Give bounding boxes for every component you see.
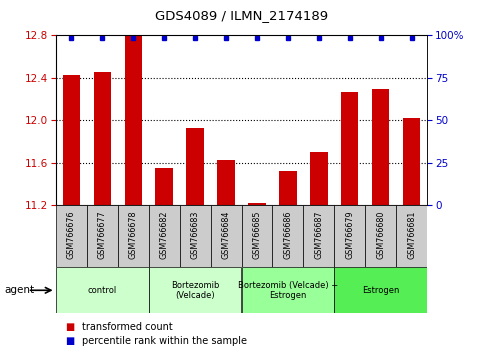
Text: GSM766683: GSM766683 — [190, 210, 199, 259]
Text: GSM766676: GSM766676 — [67, 210, 75, 259]
Text: Bortezomib
(Velcade): Bortezomib (Velcade) — [171, 281, 219, 300]
Bar — [125, 35, 142, 205]
Bar — [372, 88, 389, 205]
Bar — [180, 205, 211, 267]
Bar — [311, 152, 327, 205]
Text: GDS4089 / ILMN_2174189: GDS4089 / ILMN_2174189 — [155, 9, 328, 22]
Text: control: control — [87, 286, 117, 295]
Text: GSM766677: GSM766677 — [98, 210, 107, 259]
Bar — [56, 267, 149, 313]
Bar — [280, 171, 297, 205]
Bar — [211, 205, 242, 267]
Text: GSM766686: GSM766686 — [284, 210, 293, 259]
Text: GSM766680: GSM766680 — [376, 210, 385, 259]
Bar — [334, 205, 366, 267]
Bar — [149, 205, 180, 267]
Text: Bortezomib (Velcade) +
Estrogen: Bortezomib (Velcade) + Estrogen — [238, 281, 338, 300]
Bar — [272, 205, 303, 267]
Bar — [334, 267, 427, 313]
Bar — [149, 267, 242, 313]
Text: transformed count: transformed count — [82, 322, 173, 332]
Text: GSM766681: GSM766681 — [408, 210, 416, 259]
Text: GSM766684: GSM766684 — [222, 210, 230, 259]
Bar — [403, 118, 421, 205]
Bar — [341, 92, 358, 205]
Text: GSM766679: GSM766679 — [345, 210, 355, 259]
Bar — [248, 203, 266, 205]
Text: GSM766687: GSM766687 — [314, 210, 324, 259]
Bar — [303, 205, 334, 267]
Bar — [117, 205, 149, 267]
Bar — [94, 72, 111, 205]
Text: Estrogen: Estrogen — [362, 286, 399, 295]
Text: ■: ■ — [65, 322, 74, 332]
Text: GSM766678: GSM766678 — [128, 210, 138, 259]
Text: percentile rank within the sample: percentile rank within the sample — [82, 336, 247, 346]
Bar — [56, 205, 86, 267]
Bar — [186, 128, 203, 205]
Bar — [62, 75, 80, 205]
Bar — [242, 205, 272, 267]
Bar — [366, 205, 397, 267]
Bar — [217, 160, 235, 205]
Text: GSM766685: GSM766685 — [253, 210, 261, 259]
Text: ■: ■ — [65, 336, 74, 346]
Text: agent: agent — [5, 285, 35, 295]
Bar — [86, 205, 117, 267]
Bar — [397, 205, 427, 267]
Text: GSM766682: GSM766682 — [159, 210, 169, 259]
Bar — [156, 168, 172, 205]
Bar — [242, 267, 334, 313]
